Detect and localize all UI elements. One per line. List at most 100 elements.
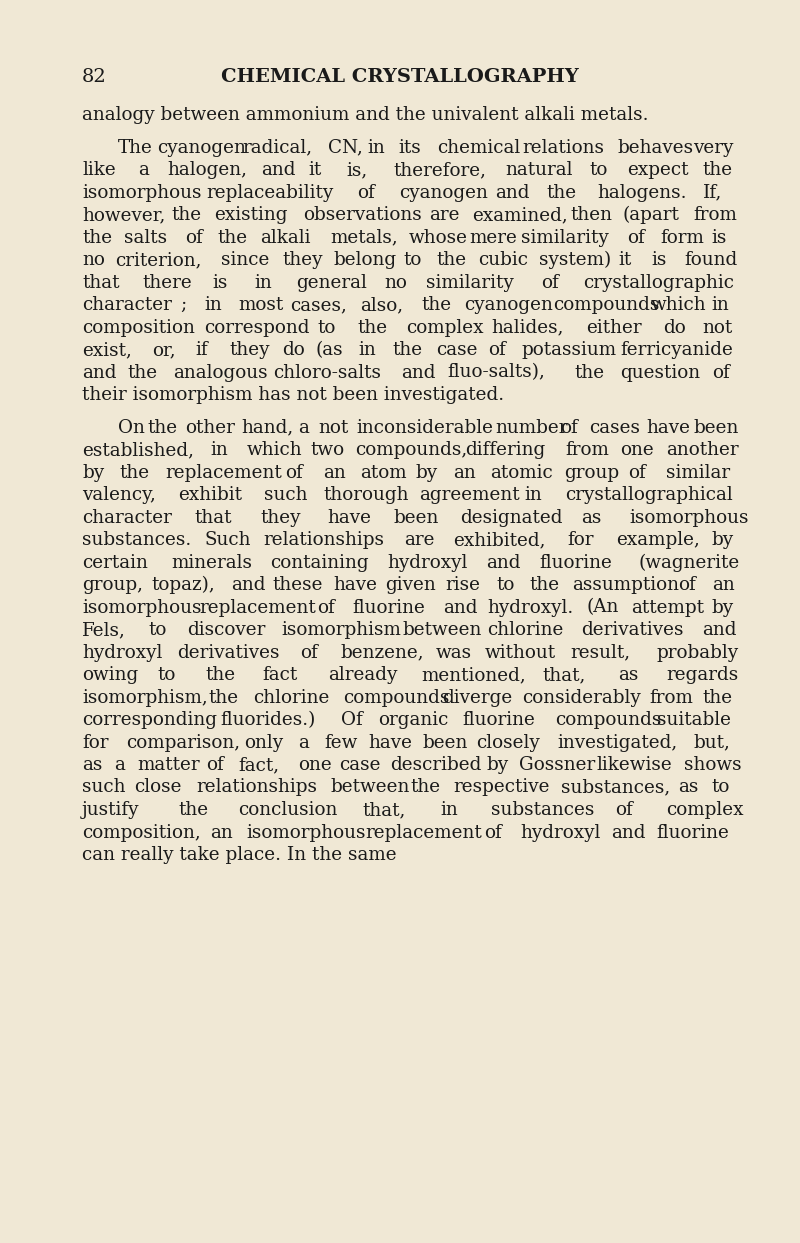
Text: valency,: valency, [82, 486, 156, 503]
Text: fluorine: fluorine [462, 711, 535, 728]
Text: likewise: likewise [597, 756, 673, 774]
Text: close: close [134, 778, 182, 797]
Text: that,: that, [542, 666, 586, 684]
Text: the: the [410, 778, 441, 797]
Text: that: that [82, 273, 119, 292]
Text: diverge: diverge [442, 689, 512, 706]
Text: chlorine: chlorine [487, 622, 564, 639]
Text: substances.: substances. [82, 531, 191, 549]
Text: a: a [114, 756, 125, 774]
Text: of: of [615, 800, 633, 819]
Text: halogen,: halogen, [168, 162, 248, 179]
Text: complex: complex [406, 318, 483, 337]
Text: case: case [340, 756, 381, 774]
Text: have: have [327, 508, 371, 527]
Text: the: the [178, 800, 209, 819]
Text: as: as [581, 508, 602, 527]
Text: the: the [702, 162, 733, 179]
Text: number: number [495, 419, 567, 436]
Text: question: question [620, 363, 701, 382]
Text: been: been [422, 733, 468, 752]
Text: been: been [394, 508, 438, 527]
Text: cubic: cubic [478, 251, 529, 268]
Text: in: in [204, 296, 222, 314]
Text: the: the [205, 666, 235, 684]
Text: the: the [393, 341, 423, 359]
Text: however,: however, [82, 206, 166, 224]
Text: halogens.: halogens. [597, 184, 686, 201]
Text: such: such [264, 486, 308, 503]
Text: example,: example, [617, 531, 700, 549]
Text: between: between [402, 622, 482, 639]
Text: owing: owing [82, 666, 138, 684]
Text: and: and [702, 622, 737, 639]
Text: mere: mere [470, 229, 518, 246]
Text: replacement: replacement [200, 598, 317, 617]
Text: matter: matter [138, 756, 200, 774]
Text: no: no [82, 251, 105, 268]
Text: and: and [402, 363, 436, 382]
Text: isomorphous: isomorphous [246, 824, 366, 842]
Text: the: the [422, 296, 451, 314]
Text: its: its [398, 138, 421, 157]
Text: chloro-salts: chloro-salts [274, 363, 382, 382]
Text: discover: discover [187, 622, 266, 639]
Text: hydroxyl: hydroxyl [388, 553, 468, 572]
Text: hydroxyl: hydroxyl [520, 824, 600, 842]
Text: was: was [435, 644, 471, 661]
Text: compounds: compounds [554, 711, 661, 728]
Text: or,: or, [153, 341, 176, 359]
Text: do: do [282, 341, 305, 359]
Text: case: case [436, 341, 478, 359]
Text: they: they [282, 251, 322, 268]
Text: which: which [650, 296, 706, 314]
Text: and: and [611, 824, 646, 842]
Text: result,: result, [570, 644, 630, 661]
Text: there: there [142, 273, 192, 292]
Text: the: the [436, 251, 466, 268]
Text: as: as [618, 666, 638, 684]
Text: like: like [82, 162, 116, 179]
Text: to: to [497, 576, 515, 594]
Text: therefore,: therefore, [394, 162, 487, 179]
Text: a: a [298, 733, 309, 752]
Text: natural: natural [506, 162, 573, 179]
Text: other: other [185, 419, 235, 436]
Text: and: and [82, 363, 117, 382]
Text: they: they [261, 508, 301, 527]
Text: minerals: minerals [172, 553, 253, 572]
Text: most: most [238, 296, 283, 314]
Text: CHEMICAL CRYSTALLOGRAPHY: CHEMICAL CRYSTALLOGRAPHY [221, 68, 579, 86]
Text: is: is [712, 229, 727, 246]
Text: hydroxyl: hydroxyl [82, 644, 162, 661]
Text: it: it [618, 251, 631, 268]
Text: inconsiderable: inconsiderable [356, 419, 493, 436]
Text: one: one [620, 441, 654, 459]
Text: replacement: replacement [365, 824, 482, 842]
Text: atom: atom [360, 464, 406, 481]
Text: is: is [212, 273, 227, 292]
Text: and: and [486, 553, 521, 572]
Text: (as: (as [316, 341, 343, 359]
Text: to: to [318, 318, 336, 337]
Text: already: already [328, 666, 398, 684]
Text: for: for [82, 733, 109, 752]
Text: behaves: behaves [617, 138, 694, 157]
Text: the: the [147, 419, 177, 436]
Text: it: it [308, 162, 322, 179]
Text: of: of [358, 184, 375, 201]
Text: regards: regards [666, 666, 738, 684]
Text: in: in [210, 441, 228, 459]
Text: similar: similar [666, 464, 730, 481]
Text: certain: certain [82, 553, 148, 572]
Text: of: of [484, 824, 502, 842]
Text: have: have [369, 733, 413, 752]
Text: fact,: fact, [238, 756, 279, 774]
Text: without: without [485, 644, 556, 661]
Text: atomic: atomic [490, 464, 553, 481]
Text: in: in [254, 273, 272, 292]
Text: fluo-salts),: fluo-salts), [447, 363, 545, 382]
Text: conclusion: conclusion [238, 800, 338, 819]
Text: halides,: halides, [491, 318, 564, 337]
Text: isomorphous: isomorphous [82, 598, 202, 617]
